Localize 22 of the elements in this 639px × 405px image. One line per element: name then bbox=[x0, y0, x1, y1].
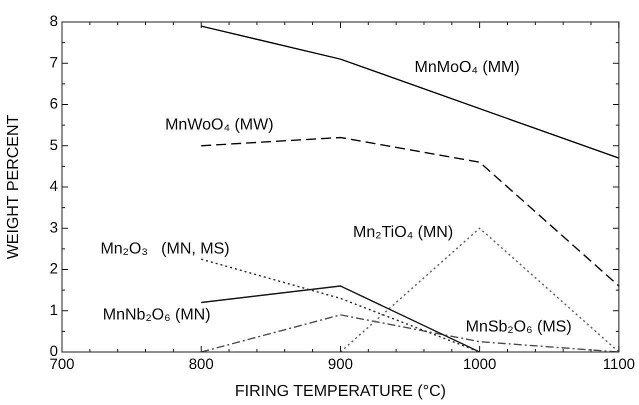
y-tick-label: 6 bbox=[50, 96, 58, 113]
y-tick-label: 3 bbox=[50, 219, 58, 236]
y-tick-label: 5 bbox=[50, 136, 58, 154]
x-tick-label: 1000 bbox=[462, 356, 496, 374]
series-label: MnWoO₄ (MW) bbox=[165, 116, 274, 134]
y-axis-title: WEIGHT PERCENT bbox=[5, 114, 22, 260]
y-tick-label: 1 bbox=[50, 302, 58, 319]
x-axis-title: FIRING TEMPERATURE (°C) bbox=[234, 382, 446, 400]
y-tick-label: 8 bbox=[50, 13, 58, 30]
y-tick-label: 4 bbox=[50, 178, 58, 196]
series-label: Mn₂O₃ (MN, MS) bbox=[100, 240, 230, 258]
x-tick-label: 1100 bbox=[602, 356, 636, 374]
x-tick-label: 800 bbox=[188, 356, 214, 374]
x-tick-label: 700 bbox=[49, 356, 75, 374]
series-label: Mn₂TiO₄ (MN) bbox=[353, 224, 454, 241]
series-label: MnSb₂O₆ (MS) bbox=[466, 318, 572, 336]
series-label: MnMoO₄ (MM) bbox=[414, 58, 520, 76]
y-tick-label: 7 bbox=[50, 54, 58, 72]
series-label: MnNb₂O₆ (MN) bbox=[102, 306, 211, 324]
x-tick-label: 900 bbox=[328, 356, 353, 374]
y-tick-label: 2 bbox=[50, 260, 58, 278]
line-series bbox=[200, 136, 619, 287]
